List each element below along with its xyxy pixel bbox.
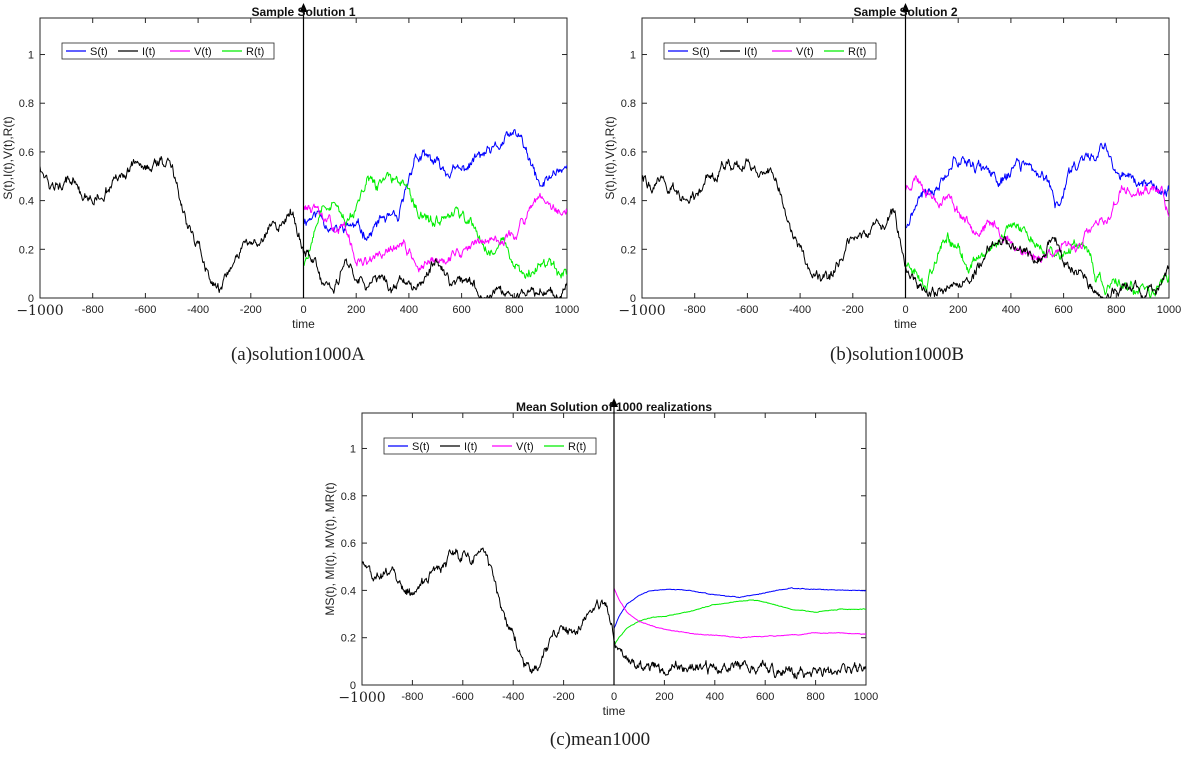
x-tick-label: −1000 — [16, 303, 63, 319]
x-tick-label: -800 — [401, 691, 423, 703]
chart-panel-2: 0 0.2 0.4 0.6 0.8 1 −1000 -800 -600 -400 -200 0 200 4… — [603, 3, 1181, 365]
legend: S(t) I(t) V(t) R(t) — [383, 437, 597, 455]
legend: S(t) I(t) V(t) R(t) — [663, 42, 877, 60]
y-tick-label: 0.2 — [341, 633, 356, 645]
legend: S(t) I(t) V(t) R(t) — [61, 42, 275, 60]
y-axis-label: MS(t), MI(t), MV(t), MR(t) — [323, 482, 337, 615]
x-tick-label: 0 — [902, 304, 908, 316]
legend-entry: I(t) — [142, 46, 155, 58]
legend-box — [383, 437, 597, 455]
legend-box — [663, 42, 877, 60]
y-tick-label: 0 — [630, 293, 636, 305]
x-tick-label: 800 — [505, 304, 523, 316]
y-axis-label: S(t),I(t),V(t),R(t) — [603, 116, 617, 199]
y-tick-label: 0.6 — [19, 147, 34, 159]
series-line-rt — [905, 222, 1169, 298]
x-tick-label: 600 — [756, 691, 774, 703]
x-tick-label: 400 — [706, 691, 724, 703]
x-tick-label: −1000 — [618, 303, 665, 319]
x-tick-label: 200 — [347, 304, 365, 316]
x-tick-label: 0 — [611, 691, 617, 703]
y-tick-label: 0.4 — [621, 196, 636, 208]
x-tick-label: 400 — [400, 304, 418, 316]
y-tick-label: 0.2 — [19, 244, 34, 256]
y-tick-label: 1 — [350, 443, 356, 455]
x-tick-label: 1000 — [1157, 304, 1181, 316]
figure-caption: (c)mean1000 — [550, 729, 650, 750]
x-axis-label: time — [894, 317, 917, 331]
series-line-st — [905, 142, 1169, 229]
x-tick-label: -400 — [187, 304, 209, 316]
legend-entry: V(t) — [796, 46, 814, 58]
y-tick-label: 0.8 — [341, 491, 356, 503]
x-tick-label: −1000 — [338, 690, 385, 706]
legend-box — [61, 42, 275, 60]
y-tick-label: 0.6 — [621, 147, 636, 159]
x-tick-label: 1000 — [555, 304, 579, 316]
y-tick-label: 0.8 — [621, 98, 636, 110]
vertical-arrow-head — [299, 3, 308, 12]
x-tick-label: -800 — [82, 304, 104, 316]
x-tick-label: -800 — [684, 304, 706, 316]
x-tick-label: 1000 — [854, 691, 878, 703]
x-tick-label: 800 — [806, 691, 824, 703]
series-line-st — [613, 587, 866, 629]
legend-entry: S(t) — [692, 46, 710, 58]
legend-entry: R(t) — [848, 46, 866, 58]
x-axis-label: time — [292, 317, 315, 331]
y-tick-label: 0.8 — [19, 98, 34, 110]
series-line-vt — [613, 588, 866, 639]
figure-caption: (b)solution1000B — [830, 344, 964, 365]
y-tick-label: 1 — [630, 50, 636, 62]
vertical-arrow-head — [610, 398, 618, 407]
legend-entry: V(t) — [194, 46, 212, 58]
series-line-rt — [613, 599, 866, 646]
x-tick-label: 0 — [300, 304, 306, 316]
x-axis-label: time — [603, 704, 626, 718]
y-axis-label: S(t),I(t),V(t),R(t) — [1, 116, 15, 199]
legend-entry: S(t) — [412, 441, 430, 453]
y-tick-label: 0 — [28, 293, 34, 305]
x-tick-label: -600 — [452, 691, 474, 703]
x-tick-label: -600 — [134, 304, 156, 316]
figure-caption: (a)solution1000A — [231, 344, 365, 365]
legend-entry: I(t) — [464, 441, 477, 453]
y-tick-label: 0.6 — [341, 538, 356, 550]
y-tick-label: 0.4 — [341, 585, 356, 597]
x-tick-label: -400 — [789, 304, 811, 316]
vertical-arrow-head — [901, 3, 910, 12]
chart-panel-1: 0 0.2 0.4 0.6 0.8 1 −1000 -800 -600 -400 -200 0 200 4… — [1, 3, 579, 365]
x-tick-label: -400 — [502, 691, 524, 703]
legend-entry: V(t) — [516, 441, 534, 453]
x-tick-label: 600 — [1054, 304, 1072, 316]
series-line-st — [303, 129, 567, 241]
chart-title: Sample Solution 2 — [853, 5, 957, 19]
x-tick-label: 200 — [949, 304, 967, 316]
x-tick-label: 600 — [452, 304, 470, 316]
x-tick-label: 400 — [1002, 304, 1020, 316]
series-line-rt — [303, 171, 567, 279]
legend-entry: R(t) — [568, 441, 586, 453]
chart-title: Sample Solution 1 — [251, 5, 355, 19]
x-tick-label: -200 — [553, 691, 575, 703]
y-tick-label: 0 — [350, 680, 356, 692]
legend-entry: I(t) — [744, 46, 757, 58]
x-tick-label: -200 — [842, 304, 864, 316]
y-tick-label: 0.4 — [19, 196, 34, 208]
x-tick-label: -200 — [240, 304, 262, 316]
x-tick-label: 800 — [1107, 304, 1125, 316]
chart-panel-3: 0 0.2 0.4 0.6 0.8 1 −1000 -800 -600 -400 -200 0 200 4… — [323, 398, 878, 750]
legend-entry: R(t) — [246, 46, 264, 58]
x-tick-label: -600 — [736, 304, 758, 316]
y-tick-label: 1 — [28, 50, 34, 62]
y-tick-label: 0.2 — [621, 244, 636, 256]
legend-entry: S(t) — [90, 46, 108, 58]
chart-title: Mean Solution of 1000 realizations — [516, 400, 712, 414]
x-tick-label: 200 — [655, 691, 673, 703]
